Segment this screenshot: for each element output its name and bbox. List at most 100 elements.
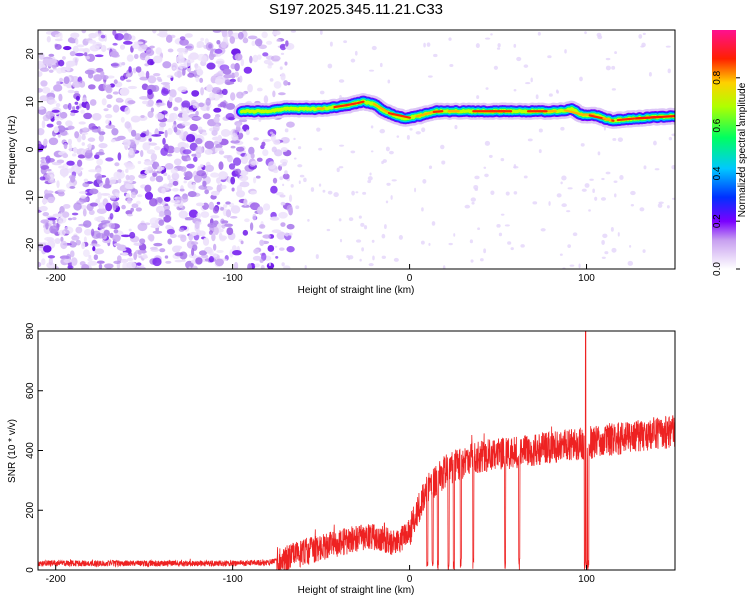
noise-blob: [263, 203, 271, 211]
noise-blob: [217, 70, 224, 77]
noise-blob: [381, 160, 384, 165]
noise-blob: [178, 227, 185, 232]
noise-blob: [120, 75, 126, 81]
noise-blob: [493, 65, 499, 70]
noise-blob: [196, 229, 202, 236]
noise-blob: [230, 205, 241, 214]
noise-blob: [213, 226, 219, 236]
noise-blob: [186, 163, 195, 169]
noise-blob: [82, 208, 87, 217]
chart-title: S197.2025.345.11.21.C33: [269, 1, 443, 18]
noise-blob: [144, 170, 150, 175]
noise-blob: [414, 187, 417, 193]
noise-blob: [322, 189, 326, 193]
noise-blob: [379, 128, 386, 134]
noise-blob: [217, 134, 223, 143]
noise-blob: [174, 245, 183, 250]
noise-blob: [111, 128, 119, 136]
noise-blob: [128, 66, 132, 73]
noise-blob: [177, 234, 186, 239]
noise-blob: [83, 178, 89, 183]
noise-blob: [158, 30, 168, 34]
noise-blob: [84, 52, 88, 57]
noise-blob: [188, 233, 194, 241]
noise-blob: [178, 210, 188, 219]
noise-blob: [476, 95, 480, 99]
noise-blob: [194, 220, 200, 230]
noise-blob: [208, 201, 215, 210]
noise-blob: [283, 265, 291, 269]
noise-blob: [54, 238, 61, 245]
noise-blob: [206, 84, 213, 93]
noise-blob: [211, 129, 218, 136]
noise-blob: [530, 77, 533, 83]
y-tick-label: 600: [25, 382, 36, 399]
noise-blob: [485, 87, 489, 90]
noise-blob: [71, 153, 77, 157]
noise-blob: [409, 128, 413, 131]
noise-blob: [44, 236, 54, 242]
noise-blob: [195, 257, 203, 265]
noise-blob: [146, 103, 154, 108]
noise-blob: [182, 149, 192, 155]
noise-blob: [38, 106, 45, 110]
noise-blob: [122, 139, 131, 147]
x-tick-label: -100: [223, 574, 243, 585]
noise-blob: [266, 262, 275, 269]
noise-blob: [198, 250, 208, 256]
noise-blob: [602, 233, 608, 239]
noise-blob: [102, 224, 108, 228]
noise-blob: [48, 53, 55, 57]
noise-blob: [100, 44, 107, 53]
noise-blob: [106, 75, 115, 79]
noise-blob: [220, 178, 227, 183]
noise-blob: [63, 226, 74, 235]
noise-blob: [216, 177, 222, 184]
noise-blob: [161, 166, 165, 170]
noise-blob: [231, 133, 239, 142]
noise-blob: [191, 153, 197, 157]
noise-blob: [167, 238, 173, 245]
noise-blob: [56, 180, 60, 189]
noise-blob: [584, 183, 590, 188]
noise-blob: [350, 58, 356, 63]
noise-blob: [273, 169, 279, 174]
noise-blob: [267, 64, 272, 69]
noise-blob: [63, 258, 72, 264]
noise-blob: [88, 123, 96, 130]
noise-blob: [127, 213, 133, 217]
noise-blob: [63, 46, 72, 51]
noise-blob: [259, 239, 265, 246]
noise-blob: [73, 146, 78, 154]
y-tick-label: 0: [25, 146, 36, 152]
noise-blob: [252, 213, 257, 221]
noise-blob: [80, 109, 85, 114]
noise-blob: [453, 233, 456, 237]
noise-blob: [123, 40, 133, 45]
noise-blob: [441, 160, 446, 165]
noise-blob: [114, 33, 124, 41]
noise-blob: [95, 232, 106, 239]
noise-blob: [192, 182, 196, 191]
noise-blob: [261, 252, 267, 262]
noise-blob: [567, 244, 571, 248]
noise-blob: [212, 30, 222, 33]
noise-blob: [112, 234, 121, 242]
noise-blob: [76, 105, 80, 110]
noise-blob: [229, 36, 236, 44]
noise-blob: [160, 147, 168, 156]
noise-blob: [40, 165, 50, 170]
signal-core: [636, 114, 675, 120]
noise-blob: [60, 240, 68, 250]
noise-blob: [150, 153, 158, 161]
noise-blob: [259, 224, 266, 229]
noise-blob: [93, 74, 103, 82]
noise-blob: [556, 90, 560, 94]
noise-blob: [282, 173, 290, 180]
noise-blob: [90, 228, 95, 237]
noise-blob: [172, 180, 179, 187]
colorbar-tick-label: 0.6: [712, 118, 723, 132]
noise-blob: [191, 265, 198, 269]
noise-blob: [163, 172, 168, 177]
